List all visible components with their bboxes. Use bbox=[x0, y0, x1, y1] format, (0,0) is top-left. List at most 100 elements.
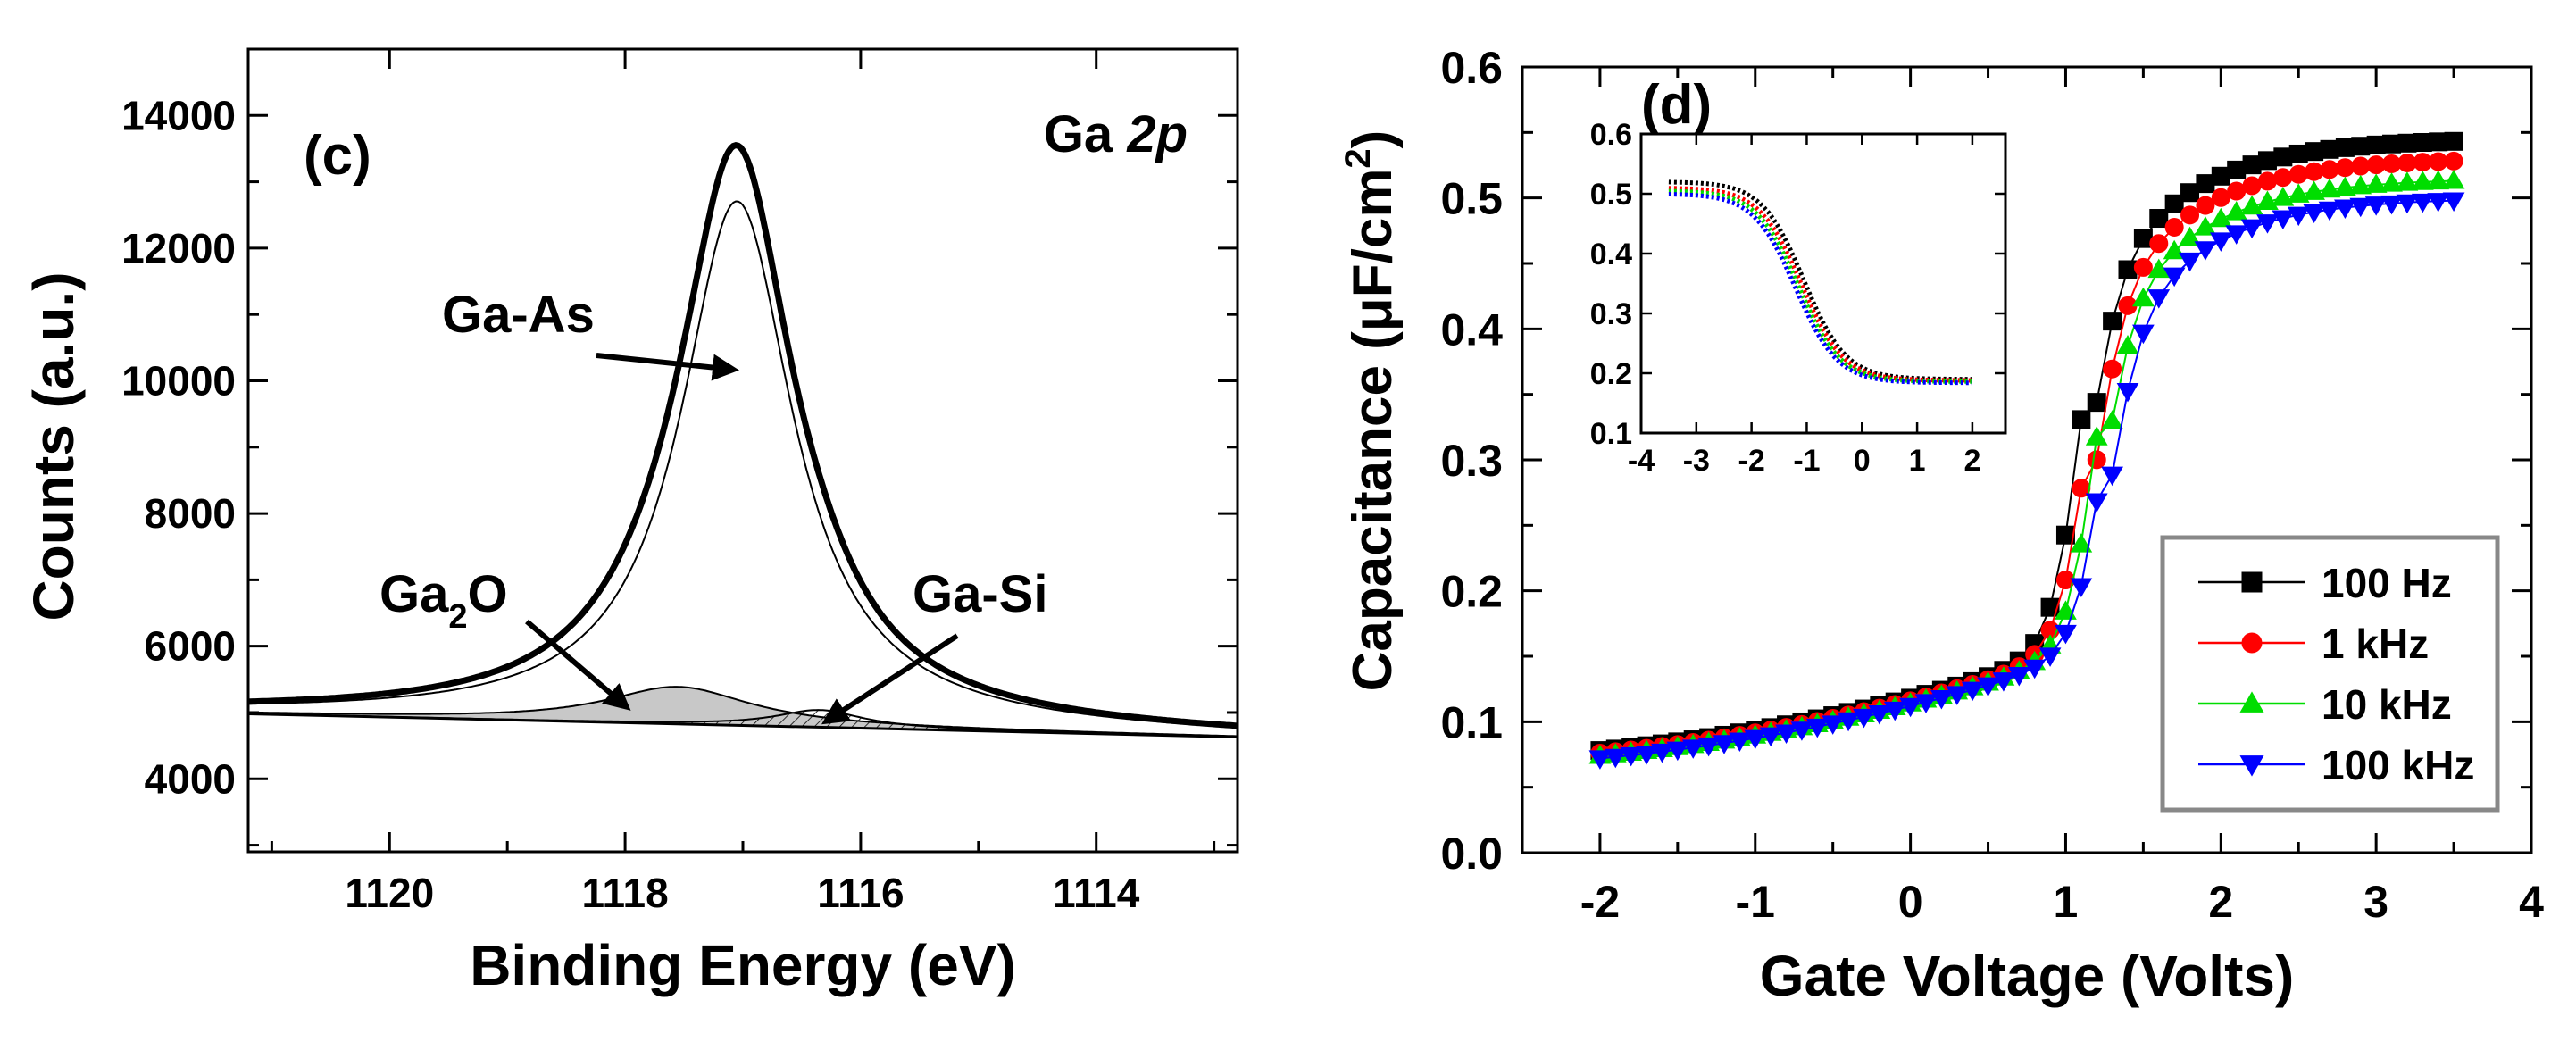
inset-y-tick-label: 0.5 bbox=[1590, 178, 1632, 212]
data-point bbox=[1604, 748, 1627, 769]
data-point bbox=[2103, 359, 2122, 379]
data-point bbox=[2396, 171, 2419, 191]
data-point bbox=[2085, 426, 2108, 446]
y-tick-label: 4000 bbox=[145, 755, 236, 802]
data-point bbox=[2411, 171, 2434, 190]
data-point bbox=[1790, 721, 1813, 741]
data-point bbox=[2038, 647, 2062, 667]
inset-y-tick-label: 0.6 bbox=[1590, 118, 1632, 152]
panel-d-xlabel: Gate Voltage (Volts) bbox=[1760, 944, 2295, 1008]
legend-label: 100 Hz bbox=[2322, 560, 2452, 606]
data-point bbox=[1775, 724, 1797, 745]
data-point bbox=[1666, 741, 1689, 762]
data-point bbox=[2149, 209, 2169, 229]
data-point bbox=[2444, 151, 2463, 171]
data-point bbox=[2364, 196, 2388, 216]
panel-c-ticks: 1120 1118 1116 1114 4000 6000 8000 10000 12000 14… bbox=[121, 47, 1238, 916]
data-point bbox=[2272, 187, 2295, 206]
legend-marker bbox=[2241, 571, 2263, 593]
data-point bbox=[2101, 410, 2123, 429]
legend-marker bbox=[2239, 755, 2264, 777]
data-point bbox=[2116, 382, 2139, 403]
data-point bbox=[1914, 694, 1938, 713]
data-point bbox=[2101, 466, 2123, 487]
x-tick-label: 1114 bbox=[1053, 870, 1140, 916]
data-point bbox=[2364, 173, 2388, 193]
data-point bbox=[1977, 677, 1999, 697]
legend-items: 100 Hz 1 kHz 10 kHz 100 kHz bbox=[2198, 560, 2474, 788]
data-point bbox=[2442, 169, 2465, 189]
data-point bbox=[1635, 745, 1658, 765]
data-point bbox=[2132, 287, 2155, 307]
data-point bbox=[2318, 178, 2341, 198]
data-point bbox=[2070, 578, 2093, 598]
x-tick-label: -1 bbox=[1736, 877, 1775, 927]
data-point bbox=[2411, 193, 2434, 213]
data-point bbox=[2055, 624, 2077, 645]
inset-x-tick-label: 0 bbox=[1854, 444, 1871, 478]
data-point bbox=[2179, 226, 2201, 246]
data-point bbox=[2335, 158, 2355, 178]
inset-x-tick-label: -3 bbox=[1683, 444, 1710, 478]
inset-background bbox=[1641, 134, 2005, 433]
panel-d-cv-curves: -2 -1 0 1 2 3 4 0.0 0.1 0.2 0.3 0.4 0.5 0.6 -4 -3 -2 -1 0… bbox=[1338, 43, 2544, 1008]
data-point bbox=[2132, 324, 2155, 345]
data-point bbox=[1729, 732, 1751, 753]
arrow-ga-si bbox=[821, 633, 959, 725]
data-point bbox=[2427, 170, 2450, 190]
data-point bbox=[2287, 183, 2310, 203]
data-point bbox=[1899, 697, 1922, 718]
legend-entry: 100 Hz bbox=[2198, 560, 2452, 606]
data-point bbox=[2334, 199, 2356, 220]
data-point bbox=[2133, 257, 2153, 277]
data-point bbox=[2442, 192, 2465, 213]
data-point bbox=[1588, 750, 1612, 770]
envelope-curve bbox=[248, 141, 1238, 729]
data-point bbox=[2272, 210, 2295, 230]
data-point bbox=[2055, 525, 2075, 545]
data-point bbox=[2194, 241, 2217, 261]
y-tick-label: 14000 bbox=[121, 92, 236, 138]
arrow-ga2o bbox=[525, 619, 631, 711]
data-point bbox=[2070, 533, 2093, 553]
legend-marker bbox=[2241, 632, 2263, 654]
data-point bbox=[2087, 393, 2106, 413]
y-tick-label: 0.0 bbox=[1440, 829, 1503, 879]
y-tick-label: 6000 bbox=[145, 623, 236, 670]
data-point bbox=[2380, 195, 2403, 215]
data-point bbox=[2256, 214, 2279, 234]
y-tick-label: 0.2 bbox=[1440, 567, 1503, 617]
data-point bbox=[2427, 193, 2450, 213]
panel-c-xps-spectrum: 1120 1118 1116 1114 4000 6000 8000 10000 12000 14… bbox=[21, 47, 1239, 997]
inset-y-tick-label: 0.3 bbox=[1590, 297, 1632, 331]
inset-series-10-khz bbox=[1668, 188, 1972, 384]
data-point bbox=[2040, 597, 2060, 617]
y-tick-label: 0.4 bbox=[1440, 304, 1503, 354]
inset-x-tick-label: 1 bbox=[1909, 444, 1926, 478]
data-point bbox=[2287, 206, 2310, 227]
data-point bbox=[2318, 201, 2341, 221]
data-point bbox=[2303, 204, 2325, 223]
data-point bbox=[2180, 205, 2200, 225]
arrow-ga-as bbox=[596, 353, 739, 381]
panel-c-ylabel: Counts (a.u.) bbox=[21, 271, 86, 621]
data-point bbox=[1883, 701, 1906, 721]
data-point bbox=[1961, 681, 1984, 702]
background-line bbox=[248, 712, 1238, 738]
inset-x-tick-label: -4 bbox=[1628, 444, 1655, 478]
data-point bbox=[1930, 689, 1953, 710]
inset-series-1-khz bbox=[1668, 186, 1972, 383]
data-point bbox=[2380, 172, 2403, 192]
data-point bbox=[2396, 194, 2419, 214]
data-point bbox=[2072, 410, 2091, 429]
data-point bbox=[2334, 176, 2356, 196]
data-point bbox=[2163, 267, 2186, 288]
data-point bbox=[2007, 666, 2030, 687]
data-point bbox=[1620, 746, 1643, 767]
data-point bbox=[2320, 160, 2339, 179]
data-point bbox=[2209, 207, 2232, 228]
data-point bbox=[1681, 739, 1705, 759]
data-point bbox=[2164, 194, 2184, 213]
inset-x-tick-label: 2 bbox=[1963, 444, 1980, 478]
data-point bbox=[2225, 201, 2248, 221]
